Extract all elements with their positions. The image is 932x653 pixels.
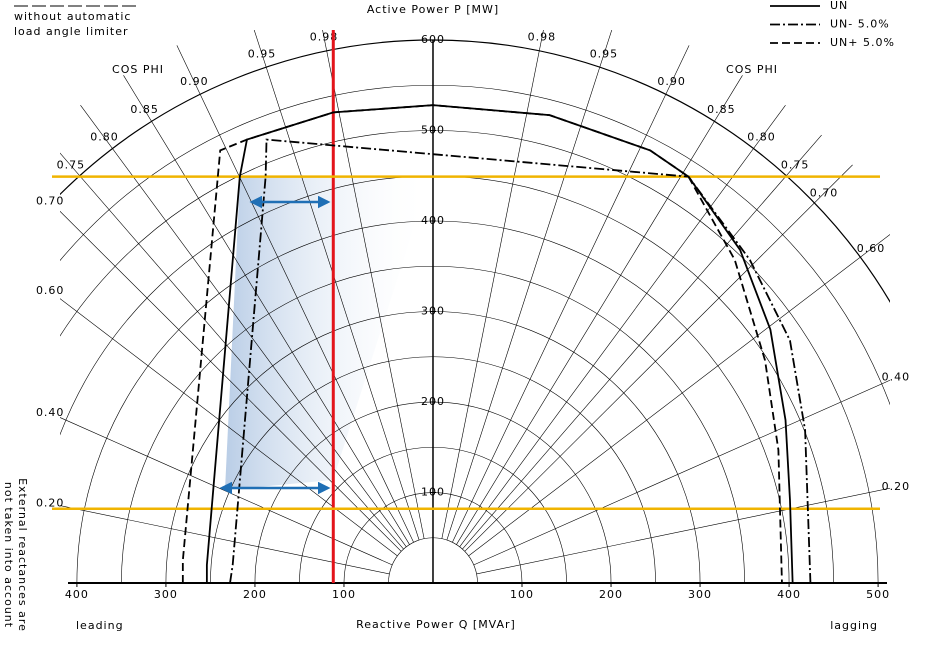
- pf-line: [473, 379, 890, 566]
- pf-line: [452, 45, 690, 543]
- pf-label: 0.40: [882, 371, 911, 384]
- x-tick-label: 200: [243, 588, 267, 601]
- pf-label: 0.95: [248, 47, 277, 60]
- pf-label: 0.80: [747, 131, 776, 144]
- pf-label: 0.70: [810, 186, 839, 199]
- pf-label: 0.40: [36, 406, 65, 419]
- pf-line: [60, 210, 402, 552]
- pf-line: [464, 164, 853, 552]
- pf-label: 0.60: [36, 284, 65, 297]
- x-tick-label: 400: [65, 588, 89, 601]
- pf-label: 0.90: [180, 75, 209, 88]
- pf-line: [60, 152, 404, 550]
- pf-line: [176, 45, 414, 543]
- side-note: External reactances are: [16, 478, 29, 632]
- capability-curve: [229, 138, 812, 584]
- grid-circle: [60, 39, 890, 304]
- note-text: load angle limiter: [14, 25, 129, 38]
- pf-label: 0.75: [781, 159, 810, 172]
- x-tick-label: 100: [332, 588, 356, 601]
- pf-label: 0.85: [130, 103, 159, 116]
- pf-label: 0.85: [707, 103, 736, 116]
- pf-label: 0.95: [590, 47, 619, 60]
- x-tick-label: 500: [866, 588, 890, 601]
- pf-line: [462, 134, 822, 550]
- legend-label: UN+ 5.0%: [830, 36, 895, 49]
- pf-line: [123, 75, 410, 545]
- pf-label: 0.80: [90, 131, 119, 144]
- x-axis-title: Reactive Power Q [MVAr]: [356, 618, 516, 631]
- y-tick-label: 500: [421, 124, 445, 137]
- pf-label: 0.90: [657, 75, 686, 88]
- pf-line: [456, 75, 743, 545]
- pf-line: [459, 104, 786, 547]
- pf-label: 0.20: [882, 480, 911, 493]
- cos-phi-label: COS PHI: [726, 63, 778, 76]
- x-tick-label: 200: [599, 588, 623, 601]
- legend-label: UN: [830, 0, 848, 12]
- y-tick-label: 400: [421, 214, 445, 227]
- pf-label: 0.98: [528, 31, 557, 44]
- x-tick-label: 300: [688, 588, 712, 601]
- legend: UN UN- 5.0% UN+ 5.0%: [770, 0, 895, 49]
- y-tick-label: 100: [421, 486, 445, 499]
- pf-label: 0.60: [857, 242, 886, 255]
- pf-label: 0.20: [36, 497, 65, 510]
- pf-line: [60, 505, 390, 575]
- x-tick-label: 400: [777, 588, 801, 601]
- side-note: not taken into account: [2, 482, 15, 628]
- pf-line: [441, 30, 544, 539]
- y-tick-label: 300: [421, 305, 445, 318]
- pf-line: [468, 234, 890, 557]
- marks: [52, 30, 880, 584]
- x-tick-label: 100: [510, 588, 534, 601]
- cos-phi-label: COS PHI: [112, 63, 164, 76]
- y-tick-label: 600: [421, 33, 445, 46]
- capability-curve: [181, 104, 783, 584]
- pf-line: [60, 298, 398, 557]
- pf-line: [476, 487, 890, 575]
- grid: 0.98 0.95 0.90 0.85 0.80 0.75 0.70 0.60 0.40 0.20…: [36, 30, 911, 601]
- y-axis-title: Active Power P [MW]: [367, 3, 499, 16]
- note-text: without automatic: [14, 10, 131, 23]
- y-tick-label: 200: [421, 395, 445, 408]
- pf-line: [446, 30, 613, 541]
- x-tick-label: 300: [154, 588, 178, 601]
- pf-label: 0.75: [57, 159, 86, 172]
- pf-line: [60, 417, 393, 566]
- legend-label: UN- 5.0%: [830, 18, 890, 31]
- pf-label: 0.70: [36, 195, 65, 208]
- pf-label: 0.98: [310, 31, 339, 44]
- left-label: leading: [76, 619, 124, 632]
- pf-line: [80, 104, 407, 547]
- right-label: lagging: [830, 619, 878, 632]
- grid-clip: [60, 30, 890, 583]
